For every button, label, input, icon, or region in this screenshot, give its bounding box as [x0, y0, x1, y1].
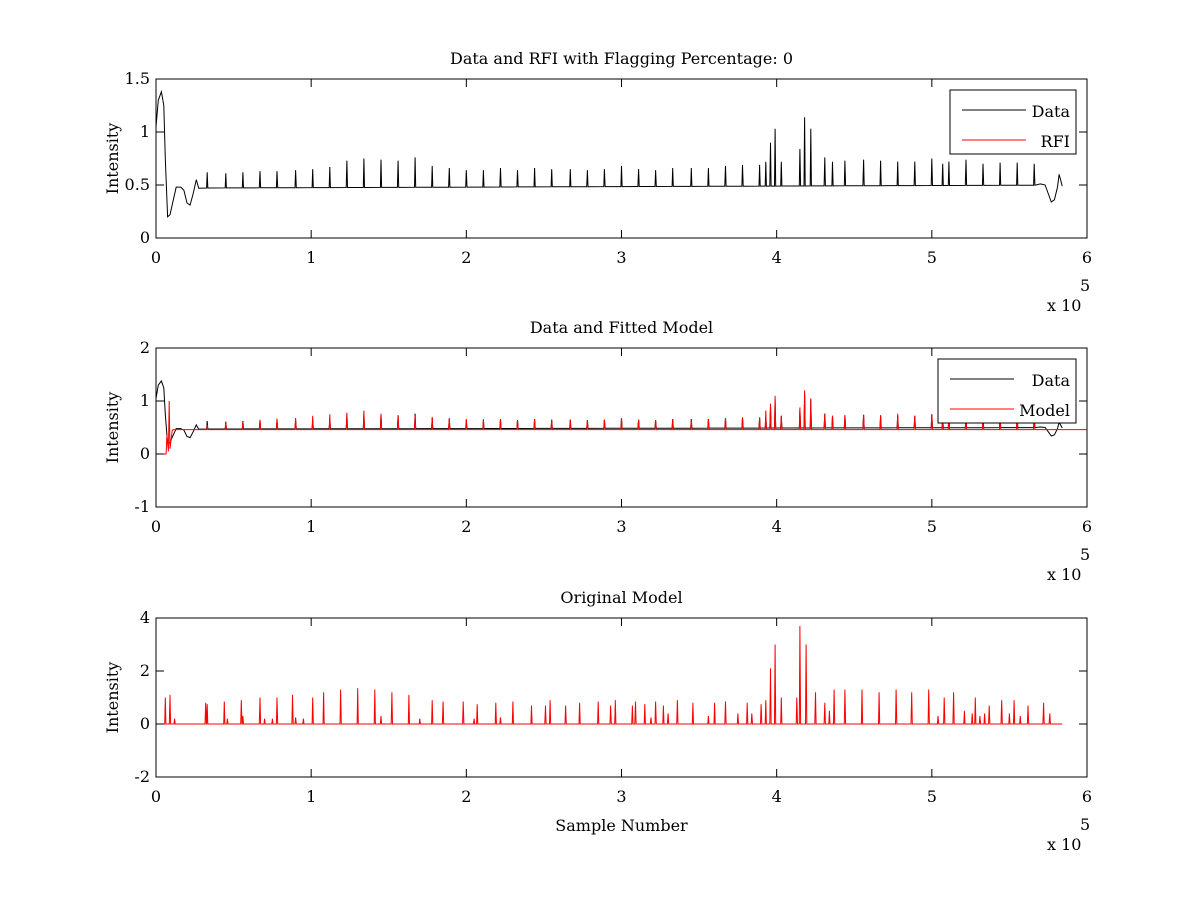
legend-label: RFI [1041, 132, 1070, 151]
x-tick-label: 0 [151, 248, 161, 267]
legend: Data Model [937, 358, 1077, 424]
x-tick-label: 6 [1082, 248, 1092, 267]
y-tick-label: 0.5 [125, 175, 150, 194]
y-tick-label: 0 [140, 444, 150, 463]
legend-label: Data [1032, 102, 1071, 121]
x-exponent-power: 5 [1080, 276, 1090, 295]
x-tick-label: 0 [151, 517, 161, 536]
plot-title: Data and Fitted Model [530, 318, 713, 337]
x-tick-label: 2 [461, 248, 471, 267]
x-tick-label: 1 [306, 517, 316, 536]
plot-title: Original Model [560, 588, 682, 607]
x-exponent-base: x 10 [1047, 835, 1081, 854]
x-tick-label: 4 [772, 787, 782, 806]
x-tick-label: 5 [927, 787, 937, 806]
x-tick-label: 3 [616, 248, 626, 267]
legend: Data RFI [949, 89, 1077, 155]
x-tick-label: 5 [927, 517, 937, 536]
x-tick-label: 6 [1082, 517, 1092, 536]
x-exponent-power: 5 [1080, 545, 1090, 564]
x-exponent-base: x 10 [1047, 296, 1081, 315]
x-tick-label: 5 [927, 248, 937, 267]
plot-title: Data and RFI with Flagging Percentage: 0 [450, 49, 793, 68]
y-tick-label: -1 [134, 497, 150, 516]
x-tick-label: 2 [461, 517, 471, 536]
y-tick-label: 4 [140, 608, 150, 627]
axes-box [155, 617, 1088, 778]
x-tick-label: 1 [306, 787, 316, 806]
y-tick-label: 1 [140, 391, 150, 410]
series-line-model [156, 390, 1087, 455]
x-tick-label: 4 [772, 517, 782, 536]
y-axis-label: Intensity [103, 123, 122, 195]
x-tick-label: 1 [306, 248, 316, 267]
legend-box [937, 358, 1077, 424]
y-tick-label: 0 [140, 228, 150, 247]
legend-label: Data [1032, 371, 1071, 390]
y-tick-label: 1.5 [125, 69, 150, 88]
y-tick-label: 1 [140, 122, 150, 141]
legend-label: Model [1019, 401, 1070, 420]
x-tick-label: 0 [151, 787, 161, 806]
x-tick-label: 2 [461, 787, 471, 806]
y-tick-label: 2 [140, 661, 150, 680]
axes-box [155, 78, 1088, 239]
y-tick-label: 2 [140, 338, 150, 357]
x-exponent-base: x 10 [1047, 565, 1081, 584]
legend-box [949, 89, 1077, 155]
x-tick-label: 4 [772, 248, 782, 267]
x-exponent-power: 5 [1080, 815, 1090, 834]
x-tick-label: 6 [1082, 787, 1092, 806]
y-axis-label: Intensity [103, 662, 122, 734]
series-line-data [156, 89, 1063, 218]
series-line-model [156, 625, 1063, 725]
y-axis-label: Intensity [103, 392, 122, 464]
x-tick-label: 3 [616, 517, 626, 536]
x-tick-label: 3 [616, 787, 626, 806]
y-tick-label: -2 [134, 767, 150, 786]
x-axis-label: Sample Number [555, 816, 688, 835]
y-tick-label: 0 [140, 714, 150, 733]
